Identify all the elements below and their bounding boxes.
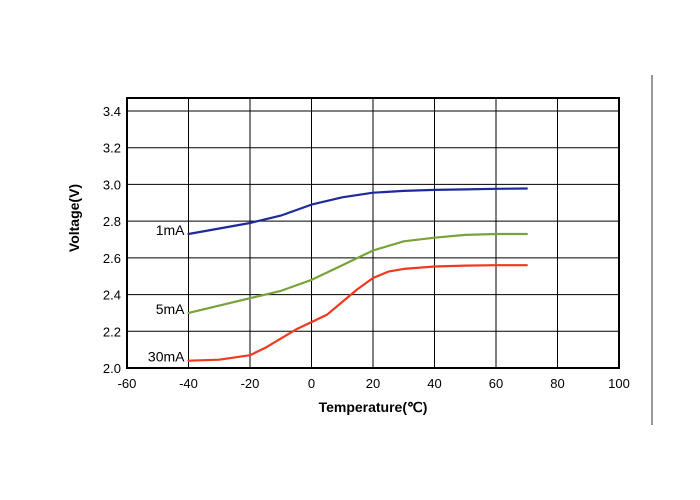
grid <box>127 98 619 368</box>
x-tick-label: 20 <box>366 376 380 391</box>
y-tick-labels: 2.0 2.2 2.4 2.6 2.8 3.0 3.2 3.4 <box>103 104 121 376</box>
x-tick-labels: -60 -40 -20 0 20 40 60 80 100 <box>118 376 630 391</box>
series-lines <box>187 187 528 362</box>
x-tick-label: -20 <box>241 376 260 391</box>
y-tick-label: 2.8 <box>103 214 121 229</box>
plot-frame <box>126 97 620 369</box>
series-label-5ma: 5mA <box>156 301 185 317</box>
series-label-30ma: 30mA <box>148 349 185 365</box>
y-tick-label: 3.2 <box>103 141 121 156</box>
x-tick-label: 60 <box>489 376 503 391</box>
series-label-1ma: 1mA <box>156 222 185 238</box>
x-tick-label: 40 <box>427 376 441 391</box>
y-tick-label: 3.0 <box>103 177 121 192</box>
y-tick-label: 2.4 <box>103 288 121 303</box>
y-tick-label: 2.0 <box>103 361 121 376</box>
x-tick-label: -40 <box>179 376 198 391</box>
x-tick-label: 100 <box>608 376 630 391</box>
y-tick-label: 2.2 <box>103 324 121 339</box>
x-tick-label: 80 <box>550 376 564 391</box>
x-axis-title: Temperature(℃) <box>319 399 428 415</box>
series-line-5ma <box>187 232 528 314</box>
series-line-1ma <box>187 187 528 236</box>
y-tick-label: 3.4 <box>103 104 121 119</box>
x-tick-label: 0 <box>308 376 315 391</box>
y-tick-label: 2.6 <box>103 251 121 266</box>
series-labels: 1mA 5mA 30mA <box>148 222 185 365</box>
x-tick-label: -60 <box>118 376 137 391</box>
series-line-30ma <box>187 264 528 362</box>
y-axis-title: Voltage(V) <box>66 184 82 252</box>
